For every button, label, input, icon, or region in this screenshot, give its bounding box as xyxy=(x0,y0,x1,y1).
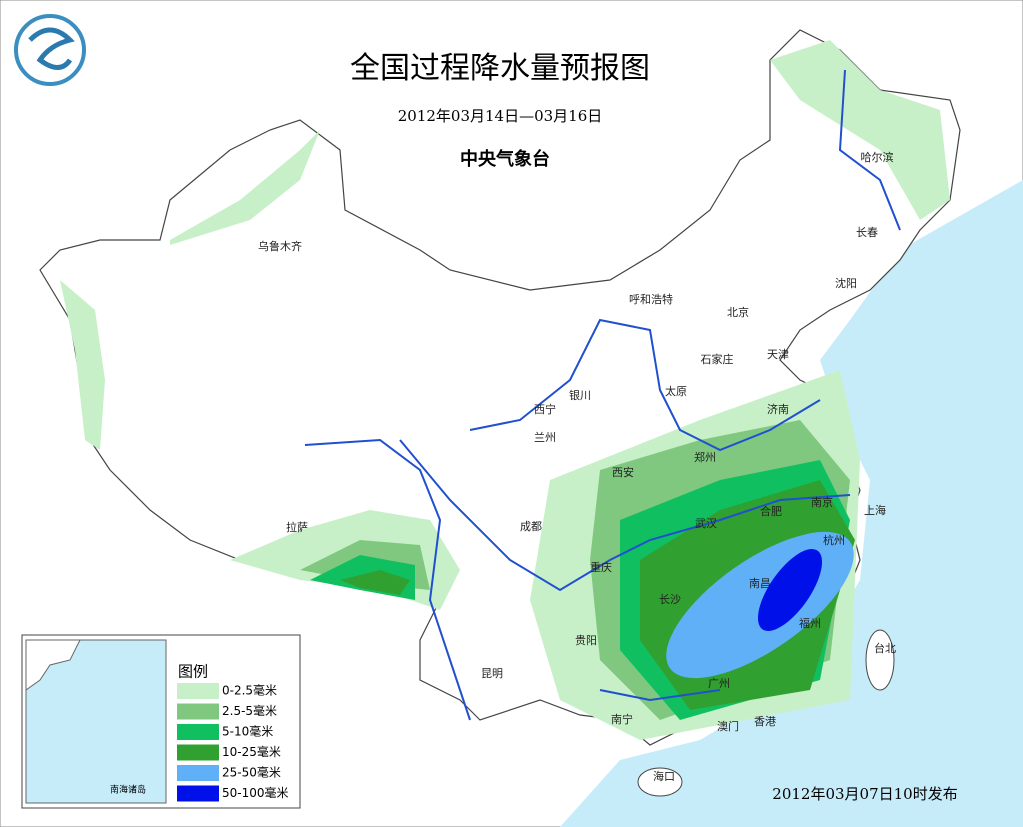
release-note: 2012年03月07日10时发布 xyxy=(772,785,957,803)
city-label: 石家庄 xyxy=(701,352,734,366)
inset-land xyxy=(25,639,81,691)
river xyxy=(599,689,721,702)
precip-zone xyxy=(340,570,410,595)
city-label: 贵阳 xyxy=(575,634,597,647)
city-label: 重庆 xyxy=(590,560,612,574)
agency: 中央气象台 xyxy=(460,148,550,170)
city-label: 兰州 xyxy=(534,431,556,444)
city-label: 杭州 xyxy=(823,533,845,547)
city-label: 太原 xyxy=(665,385,687,398)
city-label: 澳门 xyxy=(717,719,739,733)
river xyxy=(838,69,901,231)
legend-label: 0-2.5毫米 xyxy=(222,683,277,698)
legend-swatch xyxy=(177,703,219,720)
city-label: 成都 xyxy=(520,520,542,533)
logo-mark xyxy=(28,27,75,70)
hainan xyxy=(637,767,683,797)
inset-map xyxy=(25,639,167,804)
ocean xyxy=(560,180,1023,827)
inset-label: 南海诸岛 xyxy=(110,784,146,796)
city-label: 昆明 xyxy=(481,667,503,680)
city-label: 济南 xyxy=(767,402,789,416)
river xyxy=(469,318,821,452)
legend-swatch xyxy=(177,744,219,761)
taiwan xyxy=(865,629,895,691)
city-label: 沈阳 xyxy=(835,276,857,290)
city-label: 乌鲁木齐 xyxy=(258,239,302,253)
precip-zone xyxy=(770,40,950,220)
city-label: 拉萨 xyxy=(286,520,308,534)
city-label: 上海 xyxy=(864,503,886,517)
legend-label: 50-100毫米 xyxy=(222,785,289,800)
city-label: 福州 xyxy=(799,616,821,630)
legend-label: 25-50毫米 xyxy=(222,765,281,780)
city-label: 武汉 xyxy=(695,517,717,530)
city-label: 银川 xyxy=(569,388,591,402)
city-label: 台北 xyxy=(874,641,896,655)
city-label: 香港 xyxy=(754,715,776,728)
city-label: 呼和浩特 xyxy=(629,292,673,306)
city-label: 郑州 xyxy=(694,450,716,464)
city-label: 天津 xyxy=(767,348,789,361)
map-title: 全国过程降水量预报图 xyxy=(350,51,650,86)
city-label: 南昌 xyxy=(749,577,771,590)
city-label: 南京 xyxy=(811,495,833,509)
city-label: 广州 xyxy=(708,677,730,690)
city-label: 长沙 xyxy=(659,593,681,606)
city-label: 哈尔滨 xyxy=(861,150,894,164)
river xyxy=(304,438,471,721)
legend-swatch xyxy=(177,765,219,781)
precip-zone xyxy=(170,130,320,245)
legend-title: 图例 xyxy=(178,663,208,681)
legend-label: 2.5-5毫米 xyxy=(222,703,277,718)
city-label: 南宁 xyxy=(611,712,633,726)
city-label: 长春 xyxy=(856,226,878,239)
legend-label: 10-25毫米 xyxy=(222,744,281,759)
legend-swatch xyxy=(177,724,219,740)
rivers xyxy=(304,69,901,721)
river xyxy=(399,439,851,592)
city-label: 海口 xyxy=(653,769,675,783)
city-label: 西宁 xyxy=(534,402,556,416)
city-label: 西安 xyxy=(612,465,634,479)
map-subtitle: 2012年03月14日—03月16日 xyxy=(398,107,603,125)
precip-zone xyxy=(757,549,823,631)
legend-swatch xyxy=(177,683,219,699)
city-label: 北京 xyxy=(727,305,749,319)
city-label: 合肥 xyxy=(760,504,782,518)
precip-zone xyxy=(60,280,105,450)
legend-label: 5-10毫米 xyxy=(222,724,273,739)
legend-swatch xyxy=(177,785,219,802)
